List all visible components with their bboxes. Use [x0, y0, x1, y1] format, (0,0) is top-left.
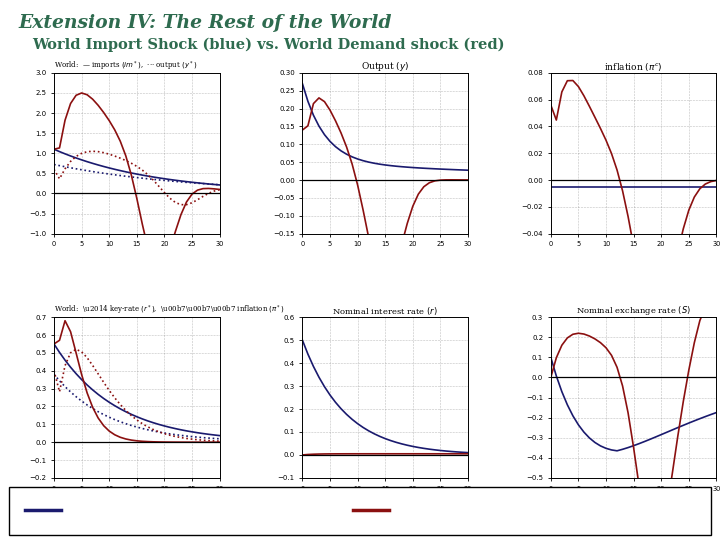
- Text: Extension IV: The Rest of the World: Extension IV: The Rest of the World: [18, 14, 392, 31]
- Title: Output $(y)$: Output $(y)$: [361, 60, 410, 73]
- Title: inflation $(\pi^c)$: inflation $(\pi^c)$: [604, 61, 663, 73]
- Text: World import shock (Non structural): World import shock (Non structural): [65, 505, 307, 518]
- Text: World:  — imports $(im^*)$,  ··· output $(y^*)$: World: — imports $(im^*)$, ··· output $(…: [54, 59, 197, 73]
- Text: World demand shock (structural): World demand shock (structural): [392, 505, 612, 518]
- Title: Nominal exchange rate $(S)$: Nominal exchange rate $(S)$: [576, 304, 691, 317]
- Title: Nominal interest rate $(r)$: Nominal interest rate $(r)$: [333, 305, 438, 317]
- Text: World Import Shock (blue) vs. World Demand shock (red): World Import Shock (blue) vs. World Dema…: [32, 38, 505, 52]
- Text: World:  \u2014 key-rate $(r^*)$,  \u00b7\u00b7\u00b7 inflation $(\pi^*)$: World: \u2014 key-rate $(r^*)$, \u00b7\u…: [54, 304, 284, 317]
